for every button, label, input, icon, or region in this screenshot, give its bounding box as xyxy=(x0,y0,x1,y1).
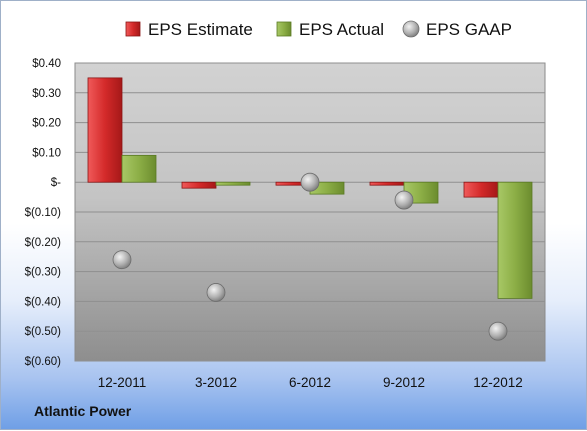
eps-gaap-marker xyxy=(488,321,508,341)
y-tick-label: $0.30 xyxy=(32,88,61,100)
y-tick-label: $(0.10) xyxy=(25,207,62,219)
eps-gaap-marker xyxy=(300,172,320,192)
eps-estimate-bar xyxy=(369,181,405,186)
y-tick-label: $(0.50) xyxy=(25,326,62,338)
x-category-label: 6-2012 xyxy=(289,375,331,390)
eps-estimate-bar xyxy=(463,181,499,198)
eps-gaap-legend-label: EPS GAAP xyxy=(426,20,512,39)
eps-actual-bar xyxy=(497,181,533,299)
eps-actual-bar xyxy=(215,181,251,186)
eps-estimate-legend-swatch xyxy=(125,21,141,37)
eps-actual-bar xyxy=(121,154,157,183)
x-category-label: 12-2011 xyxy=(98,375,147,390)
y-tick-label: $0.20 xyxy=(32,118,61,130)
eps-estimate-bar xyxy=(181,181,217,189)
y-tick-label: $(0.60) xyxy=(25,356,62,368)
company-name: Atlantic Power xyxy=(34,403,132,419)
y-tick-label: $(0.20) xyxy=(25,237,62,249)
x-category-label: 9-2012 xyxy=(383,375,425,390)
eps-gaap-legend-swatch xyxy=(402,20,420,38)
x-category-label: 12-2012 xyxy=(473,375,523,390)
y-tick-label: $- xyxy=(51,177,61,189)
eps-actual-legend-label: EPS Actual xyxy=(299,20,384,39)
y-tick-label: $0.40 xyxy=(32,58,61,70)
y-tick-label: $(0.40) xyxy=(25,296,62,308)
eps-gaap-marker xyxy=(394,190,414,210)
eps-gaap-marker xyxy=(112,250,132,270)
eps-gaap-marker xyxy=(206,283,226,302)
x-category-label: 3-2012 xyxy=(195,375,237,390)
eps-actual-legend-swatch xyxy=(276,21,292,37)
y-tick-label: $0.10 xyxy=(32,147,61,159)
y-tick-label: $(0.30) xyxy=(25,267,62,279)
eps-estimate-bar xyxy=(87,77,123,183)
eps-estimate-legend-label: EPS Estimate xyxy=(148,20,253,39)
